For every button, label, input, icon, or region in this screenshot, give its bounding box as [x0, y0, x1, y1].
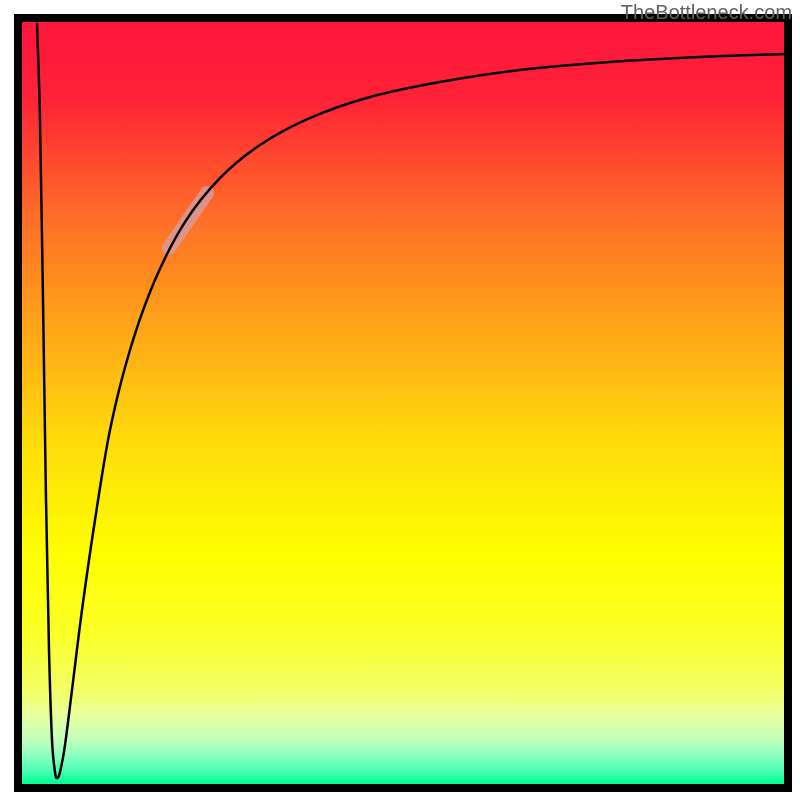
chart-svg [0, 0, 800, 800]
bottleneck-chart [0, 0, 800, 800]
plot-background [22, 22, 784, 784]
watermark-label: TheBottleneck.com [621, 2, 792, 25]
